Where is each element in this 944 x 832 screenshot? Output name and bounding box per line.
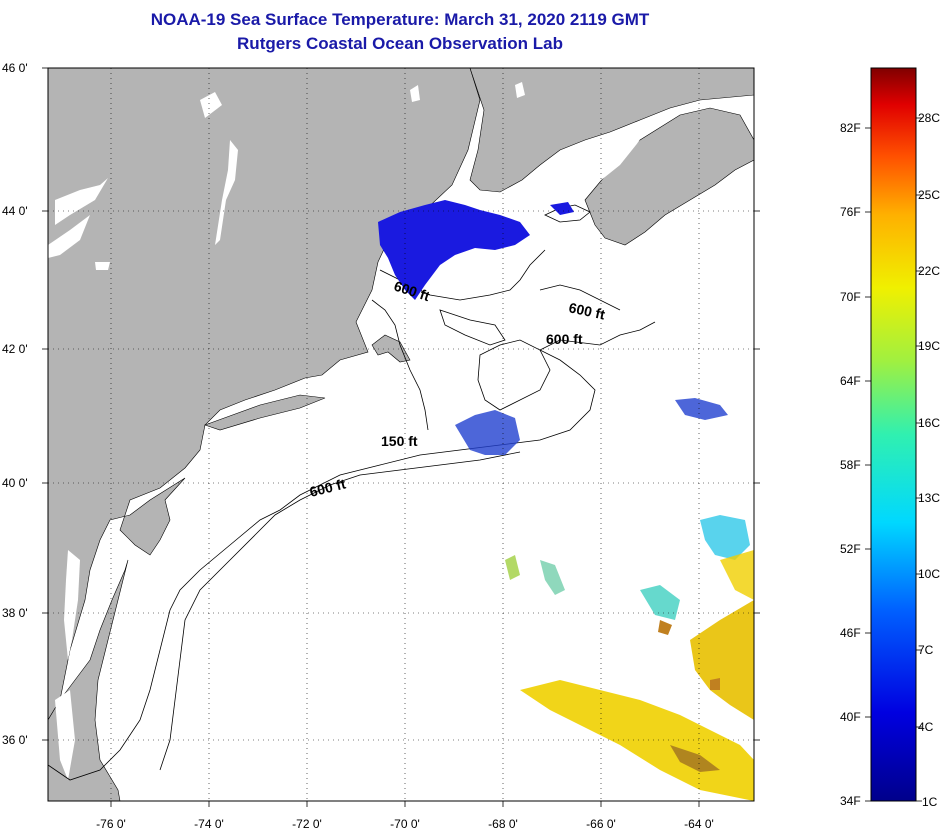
colorbar-c-10: 10C	[918, 567, 940, 581]
colorbar-c-7: 7C	[918, 643, 934, 657]
lat-label-40: 40 0'	[2, 476, 28, 490]
map-area	[48, 68, 754, 801]
colorbar-c-16: 16C	[918, 416, 940, 430]
colorbar-c-1: 1C	[922, 795, 938, 809]
lat-label-42: 42 0'	[2, 342, 28, 356]
map-frame	[47, 67, 755, 802]
colorbar-f-46: 46F	[840, 626, 861, 640]
colorbar: 82F 76F 70F 64F 58F 52F 46F 40F 34F 28C …	[840, 67, 940, 809]
land-canada	[469, 68, 754, 193]
colorbar-c-22: 22C	[918, 264, 940, 278]
colorbar-c-13: 13C	[918, 491, 940, 505]
colorbar-f-70: 70F	[840, 290, 861, 304]
contour-label-600ft-east: 600 ft	[567, 299, 606, 322]
sst-cold-patch	[378, 200, 728, 455]
sst-warm-patches	[505, 515, 754, 801]
colorbar-c-25: 25C	[918, 188, 940, 202]
colorbar-f-58: 58F	[840, 458, 861, 472]
land-cape-cod	[371, 334, 411, 363]
colorbar-f-34: 34F	[840, 794, 861, 808]
map-title: NOAA-19 Sea Surface Temperature: March 3…	[150, 10, 650, 29]
land-nova-scotia	[584, 107, 754, 246]
map-subtitle: Rutgers Coastal Ocean Observation Lab	[237, 34, 563, 53]
land-long-island	[204, 394, 326, 431]
colorbar-f-52: 52F	[840, 542, 861, 556]
lat-label-38: 38 0'	[2, 606, 28, 620]
lat-label-36: 36 0'	[2, 733, 28, 747]
lat-label-44: 44 0'	[2, 204, 28, 218]
contour-label-150ft: 150 ft	[381, 433, 418, 449]
colorbar-f-40: 40F	[840, 710, 861, 724]
colorbar-c-28: 28C	[918, 111, 940, 125]
lon-label-70: -70 0'	[390, 817, 420, 831]
lat-label-46: 46 0'	[2, 61, 28, 75]
lon-label-64: -64 0'	[684, 817, 714, 831]
graticule	[48, 68, 754, 801]
contour-label-600ft-georges: 600 ft	[546, 331, 583, 347]
colorbar-f-82: 82F	[840, 121, 861, 135]
lon-label-68: -68 0'	[488, 817, 518, 831]
lon-label-76: -76 0'	[96, 817, 126, 831]
colorbar-f-76: 76F	[840, 205, 861, 219]
colorbar-gradient	[870, 67, 917, 802]
lon-label-74: -74 0'	[194, 817, 224, 831]
colorbar-c-19: 19C	[918, 339, 940, 353]
colorbar-f-64: 64F	[840, 374, 861, 388]
lon-label-72: -72 0'	[292, 817, 322, 831]
lon-label-66: -66 0'	[586, 817, 616, 831]
frame-ticks	[42, 67, 760, 807]
colorbar-c-4: 4C	[918, 720, 934, 734]
